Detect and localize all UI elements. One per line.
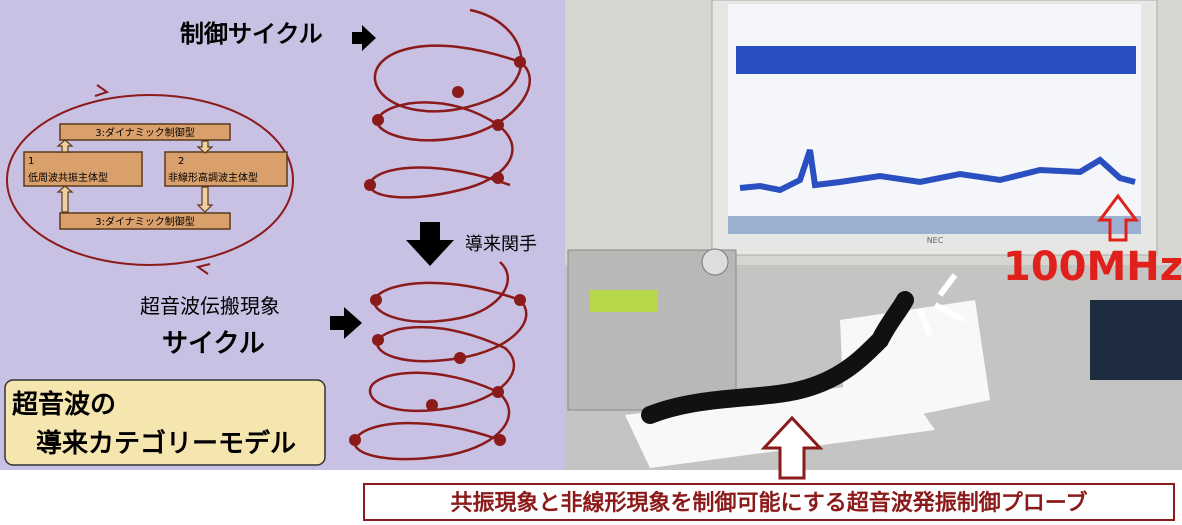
box-number: 1 [28,156,34,167]
box-label: 3:ダイナミック制御型 [95,215,195,228]
arrowhead [195,263,211,275]
arrowhead [94,84,110,97]
box-label: 非線形高調波主体型 [168,171,258,184]
monitor-brand: NEC [927,236,944,245]
cycle-label: 制御サイクル [180,20,323,48]
caption-box [363,483,1175,521]
box-label: 3:ダイナミック制御型 [95,126,195,139]
arrow [352,25,376,51]
flow-boxes [23,123,288,230]
flow-texts: 3:ダイナミック制御型 1 低周波共振主体型 2 非線形高調波主体型 3:ダイナ… [28,126,258,228]
probe-arrow [760,415,824,480]
model-title: 超音波の [12,389,116,420]
propagation-label: サイクル [162,329,265,359]
propagation-label: 超音波伝搬現象 [140,294,280,318]
functor-arrow [406,222,454,266]
spiral-dots [349,56,526,446]
arrow [330,307,362,339]
spiral-top [368,8,532,199]
photo: NEC [565,0,1182,470]
box-number: 2 [178,156,184,167]
caption: 共振現象と非線形現象を制御可能にする超音波発振制御プローブ [451,490,1088,516]
model-title: 導来カテゴリーモデル [36,428,296,459]
frequency-arrow [1097,193,1139,242]
cycle-ellipse [6,94,294,266]
box-label: 低周波共振主体型 [28,171,108,184]
flow-arrows [56,139,214,213]
functor-label: 導来関手 [465,234,537,255]
model-box [4,379,326,466]
frequency-label: 100MHz [1003,244,1182,290]
